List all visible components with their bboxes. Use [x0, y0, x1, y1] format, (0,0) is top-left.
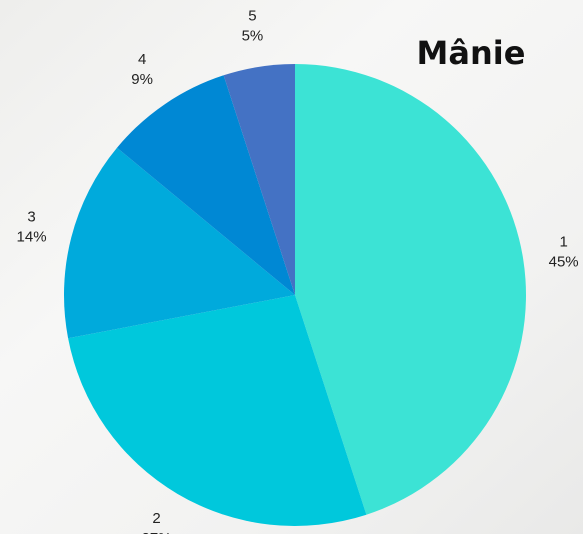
pie-slice [63, 147, 295, 339]
slice-value-label: 14% [17, 228, 47, 245]
slice-value-label: 27% [142, 530, 172, 534]
pie-slice [68, 295, 367, 526]
slice-category-label: 3 [27, 208, 35, 225]
slice-category-label: 4 [138, 51, 146, 68]
pie-slice [295, 64, 526, 515]
chart-title: Mânie [417, 34, 526, 72]
pie-slice [117, 75, 295, 296]
slice-value-label: 45% [549, 253, 579, 270]
slice-value-label: 5% [242, 27, 264, 44]
slice-category-label: 5 [248, 7, 256, 24]
slice-category-label: 2 [152, 510, 160, 527]
slice-value-label: 9% [131, 71, 153, 88]
slice-category-label: 1 [559, 233, 567, 250]
pie-slice [223, 64, 295, 295]
